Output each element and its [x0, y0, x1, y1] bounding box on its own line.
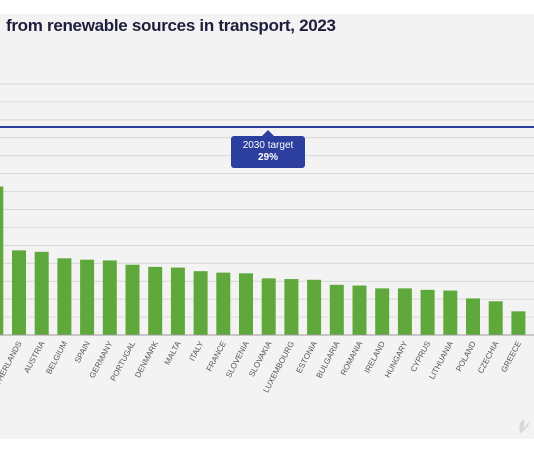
x-tick-label: SPAIN [73, 340, 92, 365]
bar [193, 271, 208, 335]
bar [261, 278, 276, 335]
bar [466, 298, 480, 335]
x-tick-label: GREECE [499, 340, 523, 374]
x-tick-label: AUSTRIA [22, 339, 47, 374]
x-tick-label: BULGARIA [315, 339, 342, 380]
bar [329, 284, 344, 335]
bar [0, 186, 4, 335]
bar [511, 311, 526, 335]
bar [307, 279, 322, 335]
x-tick-label: BELGIUM [44, 339, 69, 375]
bar [284, 279, 299, 335]
bar [239, 273, 253, 335]
bar [57, 258, 72, 335]
target-annotation: 2030 target 29% [231, 130, 305, 168]
x-tick-label: IRELAND [363, 340, 387, 375]
bar [125, 264, 140, 335]
x-tick-label: POLAND [454, 340, 477, 373]
chart-card [0, 14, 534, 439]
bar [80, 259, 95, 335]
bar [375, 288, 390, 335]
bar [102, 260, 117, 335]
chart-title: from renewable sources in transport, 202… [6, 16, 336, 35]
x-tick-label: LITHUANIA [427, 339, 455, 381]
x-tick-label: CZECHIA [476, 339, 501, 375]
bar [170, 267, 185, 335]
target-value-text: 29% [257, 152, 278, 163]
x-tick-label: ITALY [188, 339, 206, 362]
bar [443, 290, 458, 335]
x-tick-label: MALTA [163, 339, 183, 366]
bar [420, 289, 435, 335]
bar [488, 301, 503, 335]
bar [34, 251, 49, 335]
bar [148, 266, 163, 335]
x-tick-label: ROMANIA [339, 339, 365, 377]
x-tick-label: CYPRUS [409, 340, 433, 374]
x-tick-label: HUNGARY [383, 339, 410, 379]
x-tick-label: NETHERLANDS [0, 340, 24, 397]
target-label-text: 2030 target [242, 140, 294, 151]
bar [352, 285, 367, 335]
bar [216, 272, 231, 335]
eurostat-logo-icon [519, 419, 530, 434]
bar [12, 250, 26, 335]
x-tick-label: DENMARK [133, 339, 160, 379]
bar [397, 288, 412, 335]
x-tick-label: FRANCE [205, 340, 228, 373]
x-tick-label: ESTONIA [294, 339, 319, 375]
